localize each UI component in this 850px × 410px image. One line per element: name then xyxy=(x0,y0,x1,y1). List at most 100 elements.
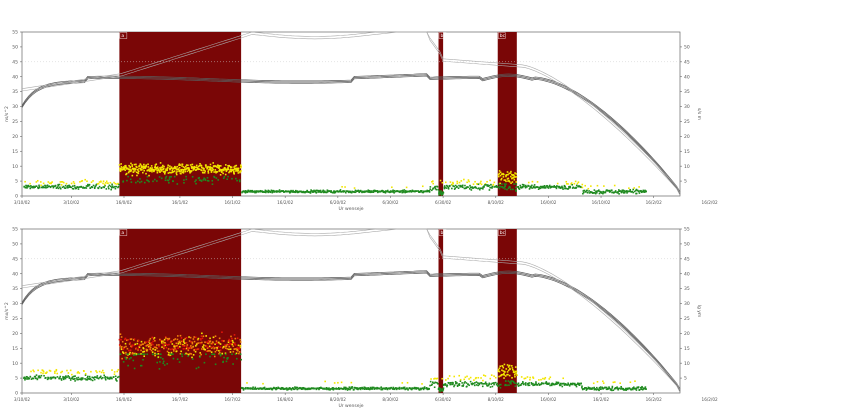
data-point xyxy=(170,175,172,178)
data-point xyxy=(164,179,167,182)
data-point xyxy=(435,377,438,380)
data-point xyxy=(526,186,528,188)
data-point xyxy=(188,167,190,170)
data-point xyxy=(149,169,152,172)
data-point xyxy=(438,190,440,193)
data-point xyxy=(350,191,353,194)
data-point xyxy=(550,384,553,387)
data-point xyxy=(134,343,137,346)
left-tick-label: 25 xyxy=(12,316,18,322)
data-point xyxy=(170,171,172,174)
data-point xyxy=(96,183,99,185)
data-point xyxy=(257,388,260,390)
data-point xyxy=(286,190,288,193)
data-point xyxy=(166,169,168,172)
data-point xyxy=(111,185,114,187)
right-tick-label: 20 xyxy=(684,134,690,140)
data-point xyxy=(172,348,175,351)
data-point xyxy=(307,388,309,390)
data-point xyxy=(170,351,173,354)
data-point xyxy=(131,174,134,177)
data-point xyxy=(419,190,422,192)
data-point xyxy=(130,169,132,172)
data-point xyxy=(578,185,581,187)
data-point xyxy=(368,189,371,192)
data-point xyxy=(323,387,325,390)
data-point xyxy=(35,181,38,183)
data-point xyxy=(566,188,569,190)
data-point xyxy=(523,185,525,188)
data-point xyxy=(444,384,447,386)
data-point xyxy=(104,378,107,381)
data-point xyxy=(171,171,174,174)
right-tick-label: 10 xyxy=(684,164,690,170)
data-point xyxy=(230,335,232,338)
data-point xyxy=(362,190,364,193)
data-point xyxy=(332,387,335,389)
data-point xyxy=(577,185,580,187)
data-point xyxy=(214,335,217,337)
data-point xyxy=(107,377,109,380)
data-point xyxy=(86,180,88,183)
data-point xyxy=(236,179,238,182)
data-point xyxy=(221,170,223,173)
data-point xyxy=(380,388,383,391)
data-point xyxy=(381,388,384,391)
data-point xyxy=(468,378,470,380)
data-point xyxy=(125,173,127,176)
data-point xyxy=(563,382,565,385)
data-point xyxy=(118,164,121,166)
data-point xyxy=(200,165,203,167)
data-point xyxy=(126,179,128,182)
data-point xyxy=(387,191,390,193)
data-point xyxy=(554,383,557,385)
data-point xyxy=(56,372,59,375)
data-point xyxy=(324,388,327,390)
data-point xyxy=(136,166,138,169)
data-point xyxy=(150,342,153,344)
data-point xyxy=(413,386,416,389)
data-point xyxy=(140,344,142,346)
data-point xyxy=(160,177,163,180)
data-point xyxy=(559,384,561,387)
data-point xyxy=(447,377,449,380)
data-point xyxy=(548,378,551,380)
data-point xyxy=(404,191,406,193)
data-point xyxy=(155,168,157,171)
right-tick-label: 25 xyxy=(684,316,690,322)
data-point xyxy=(146,353,149,356)
data-point xyxy=(119,353,122,356)
data-point xyxy=(493,383,495,386)
data-point xyxy=(161,170,163,172)
data-point xyxy=(527,382,530,385)
data-point xyxy=(172,353,174,356)
data-point xyxy=(539,187,542,190)
data-point xyxy=(421,383,423,385)
y-axis-label-left: ns/s^2 xyxy=(4,106,10,122)
data-point xyxy=(34,377,37,380)
data-point xyxy=(447,186,450,189)
data-point xyxy=(300,388,303,390)
data-point xyxy=(108,187,110,190)
data-point xyxy=(201,348,203,350)
data-point xyxy=(621,189,624,192)
data-point xyxy=(163,345,165,348)
data-point xyxy=(226,357,228,359)
data-point xyxy=(137,349,139,351)
data-point xyxy=(146,344,149,347)
data-point xyxy=(43,375,45,377)
data-point xyxy=(476,183,479,185)
data-point xyxy=(153,346,156,348)
data-point xyxy=(508,364,511,367)
data-point xyxy=(642,388,645,390)
band-label: b xyxy=(441,33,444,39)
data-point xyxy=(184,337,187,340)
data-point xyxy=(353,191,356,193)
data-point xyxy=(612,389,615,392)
data-point xyxy=(115,185,118,188)
data-point xyxy=(601,191,603,194)
data-point xyxy=(635,188,638,191)
data-point xyxy=(169,168,171,171)
data-point xyxy=(95,184,97,186)
